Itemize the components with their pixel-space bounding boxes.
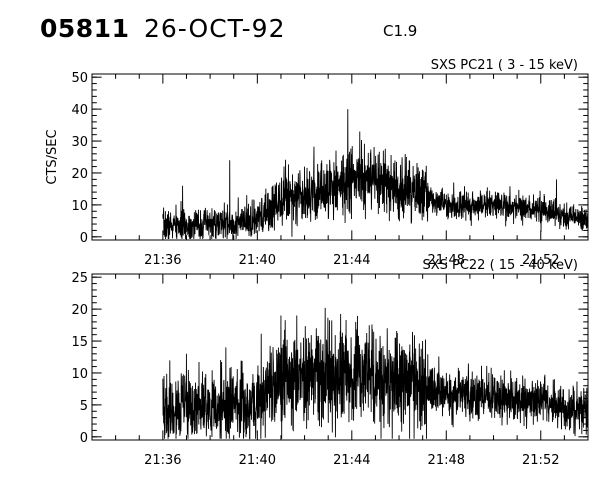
y-tick-label: 5 — [80, 399, 88, 414]
x-tick-label: 21:48 — [428, 453, 465, 468]
y-tick-label: 0 — [80, 431, 88, 446]
x-tick-label: 21:40 — [239, 253, 276, 268]
y-tick-label: 50 — [71, 71, 88, 86]
event-date: 26-OCT-92 — [144, 14, 286, 43]
plot-frame-1 — [91, 73, 589, 241]
y-tick-label: 15 — [71, 335, 88, 350]
x-tick-label: 21:36 — [144, 453, 181, 468]
y-tick-label: 30 — [71, 135, 88, 150]
lightcurve-series-1 — [162, 109, 589, 240]
x-tick-label: 21:44 — [333, 253, 370, 268]
x-tick-label: 21:40 — [239, 453, 276, 468]
y-tick-label: 20 — [71, 303, 88, 318]
y-tick-label: 10 — [71, 367, 88, 382]
y-tick-label: 20 — [71, 167, 88, 182]
plot-frame-2 — [91, 273, 589, 441]
y-tick-label: 10 — [71, 199, 88, 214]
event-id: 05811 — [40, 14, 130, 43]
flare-class: C1.9 — [383, 22, 418, 40]
x-tick-label: 21:52 — [522, 453, 559, 468]
panel-title-2: SXS PC22 ( 15 - 40 keV) — [422, 258, 578, 273]
y-tick-label: 40 — [71, 103, 88, 118]
x-tick-label: 21:48 — [428, 253, 465, 268]
y-tick-label: 25 — [71, 271, 88, 286]
x-tick-label: 21:52 — [522, 253, 559, 268]
x-tick-label: 21:44 — [333, 453, 370, 468]
x-tick-label: 21:36 — [144, 253, 181, 268]
y-axis-label: CTS/SEC — [45, 129, 60, 184]
lightcurve-series-2 — [162, 307, 589, 440]
y-tick-label: 0 — [80, 231, 88, 246]
panel-title-1: SXS PC21 ( 3 - 15 keV) — [431, 58, 578, 73]
